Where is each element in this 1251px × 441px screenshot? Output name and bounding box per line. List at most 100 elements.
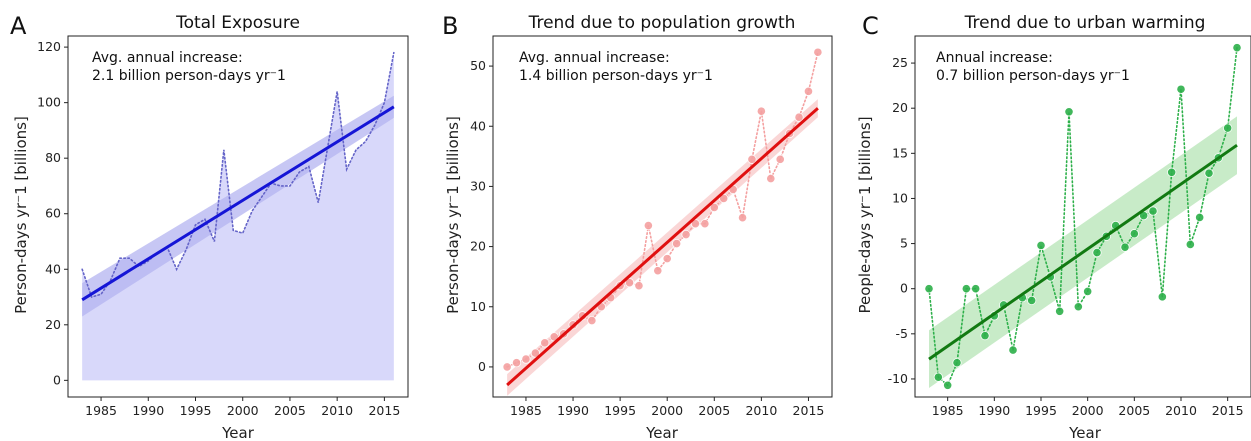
y-tick-label-b: 0 <box>478 359 486 374</box>
data-point-c <box>980 331 990 341</box>
y-tick-label-a: 80 <box>45 150 61 165</box>
y-tick-label-b: 50 <box>470 58 486 73</box>
data-point-c <box>1073 302 1083 312</box>
data-point-c <box>1027 295 1037 306</box>
y-tick-label-c: 15 <box>892 145 908 160</box>
data-point-c <box>1204 168 1214 178</box>
x-tick-label-c: 1995 <box>1025 403 1057 418</box>
data-point-c <box>1176 84 1186 94</box>
panel-letter-b: B <box>442 12 458 40</box>
data-point-b <box>709 202 719 213</box>
y-tick-label-a: 40 <box>45 261 61 276</box>
y-tick-label-c: -10 <box>888 371 908 386</box>
x-tick-label-b: 2005 <box>698 403 730 418</box>
annotation-line2-c: 0.7 billion person-days yr⁻1 <box>936 68 1130 84</box>
x-tick-label-b: 1995 <box>604 403 636 418</box>
y-tick-label-c: 20 <box>892 100 908 115</box>
data-point-c <box>1232 43 1242 53</box>
data-point-c <box>1008 345 1018 355</box>
data-point-b <box>540 338 550 348</box>
data-point-c <box>961 284 971 294</box>
y-tick-label-a: 60 <box>45 206 61 221</box>
data-point-c <box>1083 286 1093 297</box>
data-point-c <box>1157 292 1167 302</box>
data-point-b <box>662 254 672 264</box>
data-point-c <box>924 284 934 294</box>
data-point-c <box>933 372 943 382</box>
y-tick-label-a: 100 <box>37 95 61 110</box>
data-point-c <box>971 284 981 294</box>
data-point-b <box>719 193 729 204</box>
data-point-c <box>1092 248 1102 258</box>
data-point-c <box>1167 167 1177 177</box>
x-axis-label-a: Year <box>221 424 255 441</box>
y-tick-label-b: 20 <box>470 239 486 254</box>
y-tick-label-a: 20 <box>45 317 61 332</box>
data-point-c <box>1148 206 1158 216</box>
data-point-b <box>672 238 682 249</box>
data-point-c <box>943 380 953 390</box>
data-point-b <box>766 173 776 184</box>
y-tick-label-a: 120 <box>37 39 61 54</box>
x-tick-label-b: 1990 <box>557 403 589 418</box>
chart-title-b: Trend due to population growth <box>528 13 796 33</box>
x-tick-label-a: 2005 <box>274 403 306 418</box>
trend-line-a <box>81 105 395 302</box>
plot-frame-c <box>914 35 1251 398</box>
x-tick-label-c: 2015 <box>1212 403 1244 418</box>
data-point-c <box>952 358 962 368</box>
trend-band-a <box>82 95 394 317</box>
chart-title-a: Total Exposure <box>175 13 300 33</box>
y-tick-label-c: 0 <box>900 281 908 296</box>
data-point-b <box>653 266 663 276</box>
chart-title-c: Trend due to urban warming <box>964 13 1206 33</box>
data-point-b <box>775 154 785 164</box>
x-tick-label-a: 2010 <box>321 403 353 418</box>
series-area-a <box>82 52 394 381</box>
x-axis-label-c: Year <box>1068 424 1102 441</box>
y-tick-label-c: 10 <box>892 190 908 205</box>
data-point-b <box>794 112 804 122</box>
x-tick-label-c: 1985 <box>932 403 964 418</box>
series-line-a <box>81 51 395 299</box>
data-point-b <box>747 154 757 164</box>
y-tick-label-b: 30 <box>470 178 486 193</box>
data-point-b <box>624 278 635 288</box>
x-tick-label-c: 1990 <box>978 403 1010 418</box>
data-point-b <box>530 348 540 358</box>
plot-frame-b <box>492 35 833 398</box>
y-tick-label-b: 40 <box>470 118 486 133</box>
x-tick-label-a: 2000 <box>227 403 259 418</box>
data-point-b <box>737 213 748 223</box>
data-point-b <box>813 47 823 57</box>
data-point-b <box>643 220 653 231</box>
x-tick-label-a: 1990 <box>132 403 164 418</box>
y-tick-label-c: -5 <box>896 326 908 341</box>
data-point-c <box>1055 306 1065 316</box>
data-point-c <box>1129 229 1139 239</box>
x-tick-label-a: 2015 <box>368 403 400 418</box>
panel-a: 1985 1990 1995 2000 2005 2010 2015 0 20 40 60 80 100… <box>10 12 409 441</box>
y-axis-label-a: Person-days yr⁻1 [billions] <box>12 116 30 314</box>
x-tick-label-b: 1985 <box>510 403 542 418</box>
y-tick-label-a: 0 <box>53 372 61 387</box>
data-point-c <box>1195 212 1205 223</box>
annotation-line2-a: 2.1 billion person-days yr⁻1 <box>92 68 286 84</box>
x-axis-label-b: Year <box>645 424 679 441</box>
data-point-b <box>587 315 597 326</box>
panel-letter-c: C <box>862 12 879 40</box>
x-tick-label-b: 2015 <box>793 403 825 418</box>
y-tick-label-c: 25 <box>892 55 908 70</box>
trend-line-c <box>928 143 1238 361</box>
x-tick-label-a: 1985 <box>85 403 117 418</box>
panel-letter-a: A <box>10 12 27 40</box>
panel-c: 1985 1990 1995 2000 2005 2010 2015 -10 -5 0 5 10 15 2… <box>856 12 1251 441</box>
data-point-b <box>700 219 710 229</box>
annotation-line1-a: Avg. annual increase: <box>92 50 243 66</box>
data-point-c <box>1185 239 1195 250</box>
data-point-b <box>803 86 814 96</box>
y-tick-label-b: 10 <box>470 299 486 314</box>
data-point-c <box>1036 240 1046 250</box>
data-point-b <box>634 281 644 291</box>
